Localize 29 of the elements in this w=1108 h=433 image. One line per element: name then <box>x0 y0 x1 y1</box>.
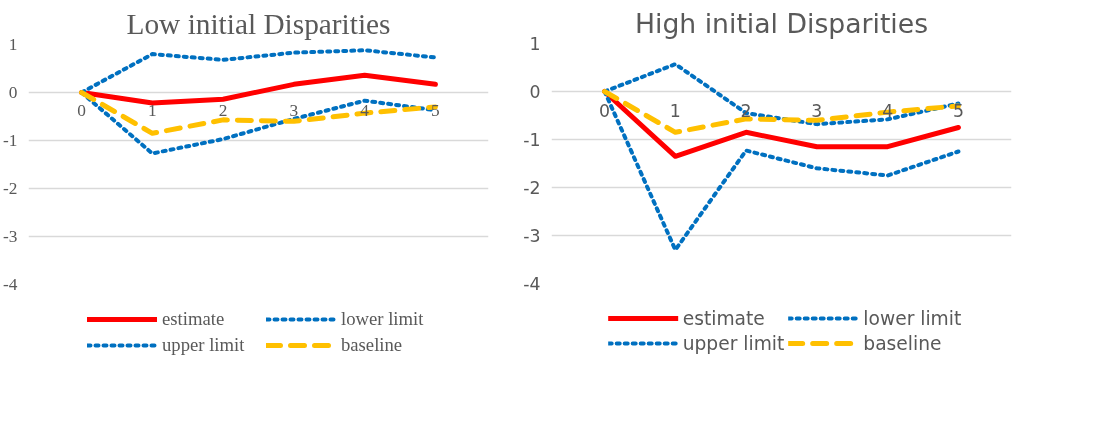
y-tick-label: -2 <box>3 179 18 198</box>
y-tick-label: 1 <box>529 34 541 54</box>
legend-label: estimate <box>162 307 226 330</box>
legend-label: upper limit <box>682 332 785 354</box>
x-tick-label: 0 <box>77 100 86 120</box>
x-tick-label: 3 <box>811 100 823 121</box>
x-tick-label: 2 <box>218 100 228 120</box>
legend-label: baseline <box>341 333 404 356</box>
y-tick-label: 0 <box>529 82 541 102</box>
legend-label: lower limit <box>863 307 963 329</box>
chart-title: Low initial Disparities <box>126 7 391 40</box>
y-tick-label: 0 <box>8 83 18 102</box>
legend-label: estimate <box>682 307 766 329</box>
legend-label: upper limit <box>162 333 246 356</box>
y-tick-label: -4 <box>3 275 18 294</box>
legend-label: baseline <box>863 332 943 354</box>
y-tick-label: -3 <box>523 226 541 246</box>
y-tick-label: 1 <box>8 35 18 54</box>
y-tick-label: -1 <box>523 130 541 150</box>
y-tick-label: -2 <box>523 178 541 198</box>
y-tick-label: -4 <box>523 274 541 294</box>
legend-label: lower limit <box>341 307 425 330</box>
chart-title: High initial Disparities <box>634 7 929 39</box>
x-tick-label: 1 <box>669 100 681 121</box>
y-tick-label: -1 <box>3 131 18 150</box>
y-tick-label: -3 <box>3 227 18 246</box>
x-tick-label: 3 <box>289 100 299 120</box>
x-tick-label: 1 <box>148 100 157 120</box>
x-tick-label: 0 <box>599 100 611 121</box>
